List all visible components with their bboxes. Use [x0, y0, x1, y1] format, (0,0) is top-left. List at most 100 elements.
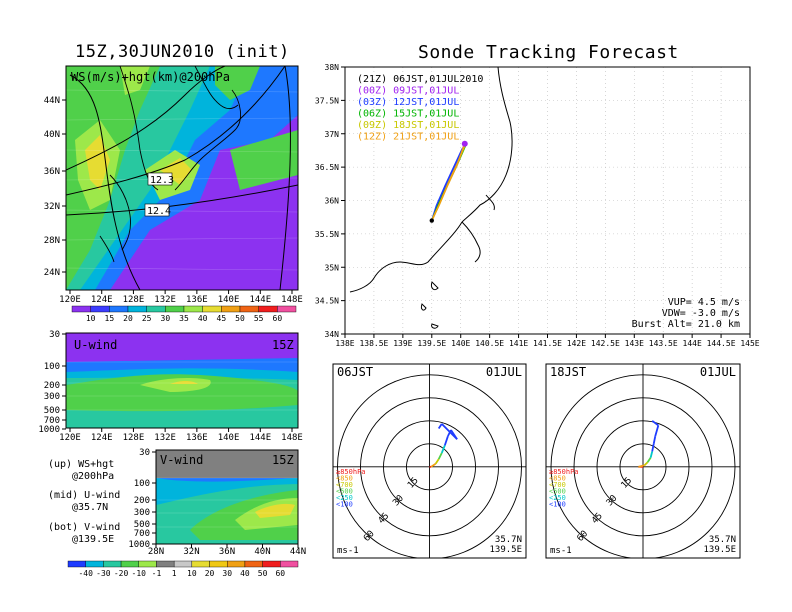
- track-y-tick-label: 34.5N: [315, 297, 339, 306]
- legend-line-level: @35.7N: [72, 502, 108, 513]
- ws-x-tick-label: 148E: [281, 295, 303, 305]
- svg-text:12.4: 12.4: [147, 206, 171, 217]
- track-legend-entry: (00Z) 09JST,01JUL: [357, 86, 459, 97]
- u-y-tick-label: 700: [44, 416, 60, 426]
- ws-colorbar-swatch: [239, 305, 259, 313]
- track-lines: [429, 140, 468, 223]
- track-info-text: VDW= -3.0 m/s: [662, 308, 740, 319]
- track-x-tick-label: 139.5E: [417, 339, 446, 348]
- hodograph-trace-segment: [643, 461, 649, 466]
- hodograph-trace-segment: [638, 464, 645, 468]
- v-colorbar-swatch: [138, 560, 157, 568]
- track-x-tick-label: 138.5E: [359, 339, 388, 348]
- ws-colorbar-label: 25: [142, 314, 152, 323]
- v-wind-x-ticks: 28N 32N 36N 40N 44N: [148, 544, 306, 557]
- track-legend-entry: (09Z) 18JST,01JUL: [357, 120, 459, 131]
- hodograph-unit-label: ms-1: [337, 546, 359, 556]
- hodograph-level-legend: <100: [549, 500, 566, 508]
- v-colorbar-label: 50: [258, 569, 268, 578]
- track-info-text: VUP= 4.5 m/s: [668, 297, 740, 308]
- ws-x-tick-label: 124E: [91, 295, 113, 305]
- track-x-tick-label: 141.5E: [533, 339, 562, 348]
- ws-colorbar-swatch: [90, 305, 110, 313]
- v-wind-time: 15Z: [272, 453, 294, 467]
- legend-line-level: @139.5E: [72, 534, 114, 545]
- hodograph-level-legend: <100: [336, 500, 353, 508]
- hodograph-level-legend: ≥850hPa: [549, 468, 579, 476]
- track-map-y-ticks: 34N 34.5N 35N 35.5N 36N 36.5N 37N 37.5N 38N: [315, 63, 345, 339]
- ws-colorbar-swatch: [165, 305, 185, 313]
- ws-colorbar-label: 15: [105, 314, 115, 323]
- u-y-tick-label: 100: [44, 362, 60, 372]
- track-y-tick-label: 38N: [325, 63, 340, 72]
- hodograph-date-label: 01JUL: [486, 365, 522, 379]
- ws-map-x-ticks: 120E 124E 128E 132E 136E 140E 144E 148E: [59, 290, 303, 305]
- track-info-text: Burst Alt= 21.0 km: [632, 319, 740, 330]
- hodograph-trace-segment: [434, 458, 440, 465]
- v-colorbar-swatch: [156, 560, 175, 568]
- hodograph-time-label: 18JST: [550, 365, 586, 379]
- v-wind-title: V-wind: [160, 453, 203, 467]
- hodograph-location-lat: 35.7N: [495, 535, 522, 545]
- u-x-tick-label: 132E: [154, 433, 176, 443]
- u-y-tick-label: 300: [44, 392, 60, 402]
- ws-colorbar-label: 35: [179, 314, 189, 323]
- hodograph-level-legend: <500: [336, 487, 353, 495]
- ws-y-tick-label: 36N: [44, 167, 60, 177]
- ws-colorbar-label: 20: [123, 314, 133, 323]
- legend-line-title: (up) WS+hgt: [48, 459, 114, 470]
- v-x-tick-label: 36N: [219, 547, 235, 557]
- hodograph-date-label: 01JUL: [700, 365, 736, 379]
- ws-y-tick-label: 28N: [44, 236, 60, 246]
- track-legend-entry: (21Z) 06JST,01JUL2010: [357, 74, 483, 85]
- ws-colorbar-swatch: [221, 305, 241, 313]
- ws-colorbar-swatch: [109, 305, 129, 313]
- u-x-tick-label: 140E: [218, 433, 240, 443]
- hodograph-level-legend: <850: [549, 474, 566, 482]
- track-x-tick-label: 140E: [451, 339, 470, 348]
- track-y-tick-label: 37.5N: [315, 96, 339, 105]
- hodograph-trace-segment: [440, 445, 446, 454]
- right-title: Sonde Tracking Forecast: [418, 42, 679, 63]
- ws-colorbar-label: 30: [161, 314, 171, 323]
- u-y-tick-label: 1000: [38, 425, 60, 435]
- v-colorbar-label: 1: [172, 569, 177, 578]
- ws-colorbar-swatch: [146, 305, 166, 313]
- ws-map-frame: [65, 65, 299, 291]
- track-x-tick-label: 142E: [567, 339, 586, 348]
- hodograph-unit-label: ms-1: [550, 546, 572, 556]
- hodograph-trace-segment: [447, 429, 452, 437]
- v-wind-panel: V-wind 15Z 28N 32N 36N 40N 44N 30 100 200 300 50…: [67, 448, 306, 578]
- track-map-legend: (21Z) 06JST,01JUL2010(00Z) 09JST,01JUL (0…: [357, 74, 483, 143]
- hodograph-trace-segment: [430, 463, 437, 468]
- v-y-tick-label: 100: [134, 479, 150, 489]
- v-colorbar-swatch: [280, 560, 299, 568]
- ws-colorbar-label: 60: [273, 314, 283, 323]
- v-colorbar-swatch: [85, 560, 104, 568]
- hgt-label-1: 12.3: [147, 172, 174, 186]
- track-map-coastline: [349, 67, 513, 329]
- u-x-tick-label: 128E: [123, 433, 145, 443]
- legend-line-title: (mid) U-wind: [48, 490, 120, 501]
- ws-colorbar: 10 15 20 25 30 35 40 45 50 55 60: [71, 305, 297, 323]
- hodograph-trace-segment: [443, 435, 449, 446]
- hodograph-level-legend: <700: [336, 481, 353, 489]
- track-line: [431, 148, 464, 221]
- hodograph-level-legend: <700: [549, 481, 566, 489]
- v-colorbar-swatch: [209, 560, 228, 568]
- v-y-tick-label: 30: [139, 448, 150, 458]
- track-y-tick-label: 37N: [325, 130, 340, 139]
- track-legend-entry: (06Z) 15JST,01JUL: [357, 109, 459, 120]
- hodograph-level-legend: <850: [336, 474, 353, 482]
- hodograph-level-legend: <250: [336, 494, 353, 502]
- track-map-grid: [345, 67, 750, 334]
- v-colorbar-label: -40: [78, 569, 93, 578]
- v-colorbar-swatch: [67, 560, 86, 568]
- hodograph-trace-segment: [651, 420, 659, 427]
- track-legend-entry: (12Z) 21JST,01JUL: [357, 132, 459, 143]
- hodograph-trace-segment: [437, 452, 443, 460]
